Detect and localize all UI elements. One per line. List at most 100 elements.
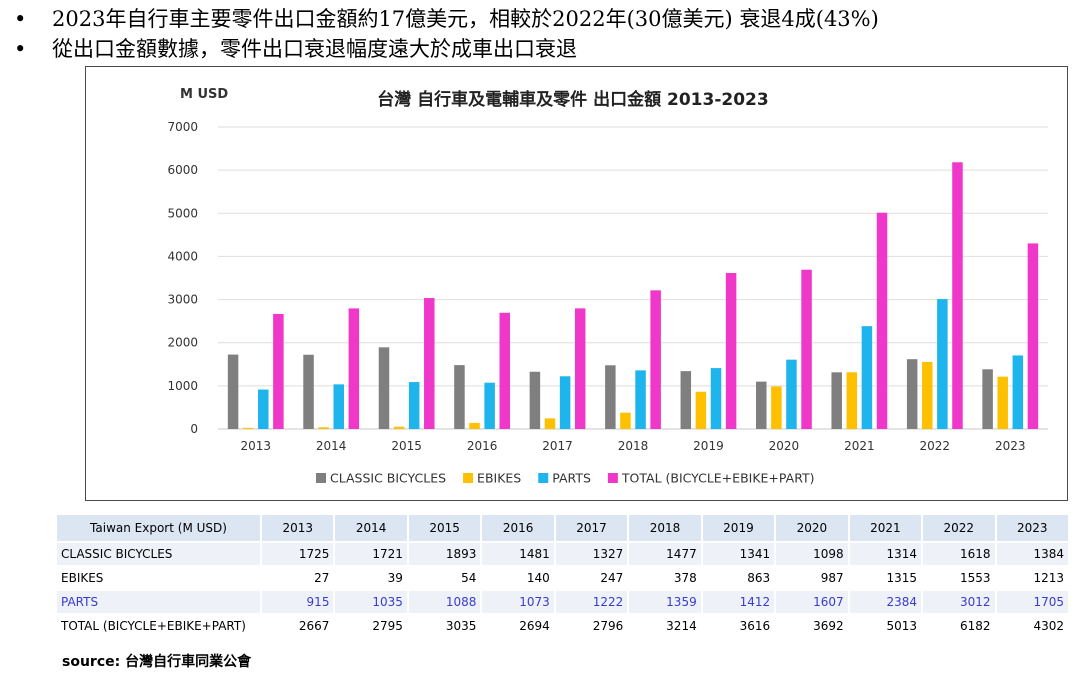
table-cell: 2667 [262, 615, 334, 637]
bar [997, 376, 1008, 429]
bar [227, 354, 239, 429]
bar [771, 386, 782, 429]
table-body: CLASSIC BICYCLES 1725 1721 1893 1481 1327 1477… [57, 543, 1068, 637]
table-cell: 1073 [482, 591, 554, 613]
table-header-year: 2015 [408, 515, 481, 541]
chart-title: 台灣 自行車及電輔車及零件 出口金額 2013-2023 [377, 89, 768, 110]
bar [408, 382, 420, 429]
bullet-text: 2023年自行車主要零件出口金額約17億美元，相較於2022年(30億美元) 衰… [52, 7, 879, 31]
table-cell: 3616 [702, 615, 775, 637]
bullet-dot: • [14, 37, 27, 61]
table-row-label: TOTAL (BICYCLE+EBIKE+PART) [57, 615, 260, 637]
x-tick-label: 2013 [240, 439, 271, 453]
table-cell: 1088 [408, 591, 481, 613]
table-cell: 1477 [629, 543, 701, 565]
table-cell: 1314 [849, 543, 922, 565]
table-cell: 4302 [996, 615, 1068, 637]
table-cell: 1213 [996, 567, 1068, 589]
y-tick-label: 1000 [167, 379, 198, 393]
table-cell: 1893 [408, 543, 481, 565]
table-header-year: 2017 [555, 515, 628, 541]
x-tick-label: 2017 [542, 439, 573, 453]
bar [454, 365, 465, 429]
bar [605, 365, 616, 429]
bar [559, 376, 571, 429]
table-row: PARTS 915 1035 1088 1073 1222 1359 1412 1607 2384… [57, 591, 1068, 613]
bar [982, 369, 993, 429]
table-header-year: 2020 [776, 515, 848, 541]
x-tick-label: 2021 [844, 439, 875, 453]
table-cell: 5013 [849, 615, 922, 637]
bar [786, 359, 797, 429]
table-header-year: 2016 [482, 515, 554, 541]
x-tick-label: 2023 [995, 439, 1026, 453]
table-cell: 1553 [923, 567, 995, 589]
x-axis-ticks: 2013 2014 2015 2016 2017 2018 2019 2020 2021 2022… [240, 439, 1025, 453]
bar [680, 371, 692, 429]
table-cell: 3214 [629, 615, 701, 637]
table-cell: 1359 [629, 591, 701, 613]
table-header-label: Taiwan Export (M USD) [57, 515, 260, 541]
bullet-text: 從出口金額數據，零件出口衰退幅度遠大於成車出口衰退 [52, 37, 577, 61]
bar [348, 308, 360, 429]
table-cell: 915 [262, 591, 334, 613]
legend-label: PARTS [552, 471, 591, 486]
bar [242, 427, 254, 429]
source-note: source: 台灣自行車同業公會 [62, 654, 252, 670]
table-cell: 39 [335, 567, 407, 589]
table-cell: 1098 [776, 543, 848, 565]
legend-swatch [607, 473, 618, 483]
x-tick-label: 2016 [467, 439, 498, 453]
bar [393, 426, 405, 429]
y-tick-label: 6000 [167, 163, 198, 177]
y-axis-unit-label: M USD [180, 87, 228, 102]
table-cell: 1315 [849, 567, 922, 589]
bar [906, 359, 918, 429]
y-tick-label: 3000 [167, 293, 198, 307]
table-cell: 1618 [923, 543, 995, 565]
chart-bars [227, 162, 1039, 429]
bar [258, 389, 269, 429]
bar [303, 354, 314, 429]
table-header-row: Taiwan Export (M USD) 2013 2014 2015 2016 20… [57, 515, 1068, 541]
bar [1027, 243, 1039, 429]
table-cell: 27 [262, 567, 334, 589]
table-cell: 987 [776, 567, 848, 589]
table-cell: 1384 [996, 543, 1068, 565]
table-row: EBIKES 27 39 54 140 247 378 863 987 1315 1553 1213 [57, 567, 1068, 589]
table-header-year: 2019 [702, 515, 775, 541]
table-header-year: 2023 [996, 515, 1068, 541]
bar [424, 298, 435, 429]
table-cell: 140 [482, 567, 554, 589]
bar [635, 370, 646, 429]
bar [1012, 355, 1024, 429]
table-cell: 3692 [776, 615, 848, 637]
bar [710, 368, 722, 429]
bar [695, 391, 707, 429]
table-cell: 2384 [849, 591, 922, 613]
legend-swatch [538, 473, 549, 483]
bullet-item: • 從出口金額數據，零件出口衰退幅度遠大於成車出口衰退 [14, 34, 879, 64]
bar [484, 382, 495, 429]
table-cell: 1481 [482, 543, 554, 565]
bar [952, 162, 963, 429]
chart-container: M USD 台灣 自行車及電輔車及零件 出口金額 2013-2023 0 1000… [85, 66, 1068, 501]
x-tick-label: 2018 [618, 439, 649, 453]
x-tick-label: 2022 [920, 439, 951, 453]
y-tick-label: 5000 [167, 206, 198, 220]
x-tick-label: 2014 [316, 439, 347, 453]
x-tick-label: 2015 [391, 439, 422, 453]
table-header-year: 2014 [335, 515, 407, 541]
bar [876, 212, 888, 429]
table-cell: 1327 [555, 543, 628, 565]
table-header-year: 2013 [262, 515, 334, 541]
bar [469, 422, 480, 429]
table-cell: 2796 [555, 615, 628, 637]
table-row-label: PARTS [57, 591, 260, 613]
y-tick-label: 7000 [167, 120, 198, 134]
bar [922, 361, 933, 429]
bar [756, 381, 767, 429]
bar-chart: M USD 台灣 自行車及電輔車及零件 出口金額 2013-2023 0 1000… [167, 87, 1048, 486]
bar [861, 326, 873, 429]
table-row: TOTAL (BICYCLE+EBIKE+PART) 2667 2795 3035 26… [57, 615, 1068, 637]
